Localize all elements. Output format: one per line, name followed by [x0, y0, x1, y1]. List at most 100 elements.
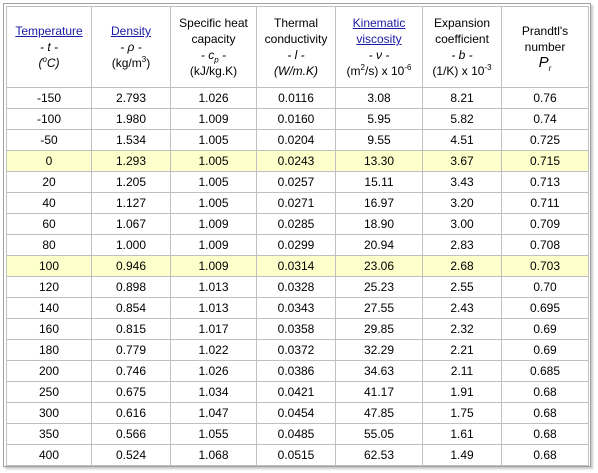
table-cell: 0.0358 — [256, 318, 336, 340]
unit-sup: 3 — [141, 55, 147, 64]
table-cell: 0.898 — [91, 276, 171, 298]
table-cell: 0 — [6, 150, 92, 172]
table-cell: 15.11 — [335, 171, 423, 193]
table-cell: 2.43 — [422, 297, 502, 319]
table-cell: 60 — [6, 213, 92, 235]
table-cell: 0.746 — [91, 360, 171, 382]
table-cell: 55.05 — [335, 423, 423, 445]
table-cell: 0.0160 — [256, 108, 336, 130]
header-link[interactable]: Temperature — [15, 24, 83, 38]
unit: /s) x 10 — [364, 64, 405, 78]
header-link[interactable]: Density — [110, 24, 151, 38]
table-row: 300 0.616 1.047 0.0454 47.85 1.75 0.68 — [6, 402, 589, 424]
table-row: 120 0.898 1.013 0.0328 25.23 2.55 0.70 — [6, 276, 589, 298]
unit: (m — [346, 64, 361, 78]
table-cell: 0.685 — [501, 360, 589, 382]
table-cell: 0.0372 — [256, 339, 336, 361]
table-cell: 0.0515 — [256, 444, 336, 466]
table-cell: 0.524 — [91, 444, 171, 466]
table-cell: 0.779 — [91, 339, 171, 361]
table-cell: 5.95 — [335, 108, 423, 130]
table-cell: 40 — [6, 192, 92, 214]
table-cell: 120 — [6, 276, 92, 298]
table-row: -150 2.793 1.026 0.0116 3.08 8.21 0.76 — [6, 87, 589, 109]
table-cell: 25.23 — [335, 276, 423, 298]
table-cell: 300 — [6, 402, 92, 424]
table-cell: 0.68 — [501, 444, 589, 466]
table-cell: 20 — [6, 171, 92, 193]
table-cell: 0.68 — [501, 381, 589, 403]
table-cell: 0.76 — [501, 87, 589, 109]
table-cell: 2.55 — [422, 276, 502, 298]
table-cell: 3.43 — [422, 171, 502, 193]
table-cell: 180 — [6, 339, 92, 361]
table-cell: 0.0299 — [256, 234, 336, 256]
header-text: Expansion — [433, 16, 491, 30]
table-cell: 0.0204 — [256, 129, 336, 151]
table-cell: 2.68 — [422, 255, 502, 277]
table-cell: 3.00 — [422, 213, 502, 235]
table-cell: 0.616 — [91, 402, 171, 424]
table-cell: 350 — [6, 423, 92, 445]
table-cell: 0.709 — [501, 213, 589, 235]
table-row: 80 1.000 1.009 0.0299 20.94 2.83 0.708 — [6, 234, 589, 256]
header-link[interactable]: viscosity — [356, 32, 402, 46]
table-row: 180 0.779 1.022 0.0372 32.29 2.21 0.69 — [6, 339, 589, 361]
table-cell: 0.0454 — [256, 402, 336, 424]
table-cell: 0.0271 — [256, 192, 336, 214]
table-cell: 1.034 — [170, 381, 257, 403]
table-cell: 27.55 — [335, 297, 423, 319]
table-row: 400 0.524 1.068 0.0515 62.53 1.49 0.68 — [6, 444, 589, 466]
unit-sup: -6 — [404, 63, 412, 72]
table-row: 350 0.566 1.055 0.0485 55.05 1.61 0.68 — [6, 423, 589, 445]
table-cell: 4.51 — [422, 129, 502, 151]
table-cell: 0.0285 — [256, 213, 336, 235]
table-cell: 1.293 — [91, 150, 171, 172]
table-row: 200 0.746 1.026 0.0386 34.63 2.11 0.685 — [6, 360, 589, 382]
table-cell: 0.0257 — [256, 171, 336, 193]
table-row: -50 1.534 1.005 0.0204 9.55 4.51 0.725 — [6, 129, 589, 151]
symbol-sub: r — [548, 64, 552, 73]
symbol: - t - — [40, 40, 58, 54]
symbol: - c — [200, 48, 215, 62]
table-cell: 0.0116 — [256, 87, 336, 109]
table-cell: 1.013 — [170, 297, 257, 319]
table-cell: 0.74 — [501, 108, 589, 130]
table-cell: 0.69 — [501, 318, 589, 340]
table-cell: -100 — [6, 108, 92, 130]
table-cell: 1.022 — [170, 339, 257, 361]
header-link[interactable]: Kinematic — [352, 16, 406, 30]
table-row: 250 0.675 1.034 0.0421 41.17 1.91 0.68 — [6, 381, 589, 403]
table-row: 160 0.815 1.017 0.0358 29.85 2.32 0.69 — [6, 318, 589, 340]
unit-sup: 2 — [360, 63, 365, 72]
table-cell: 0.68 — [501, 402, 589, 424]
table-cell: 0.711 — [501, 192, 589, 214]
table-cell: 16.97 — [335, 192, 423, 214]
table-cell: -50 — [6, 129, 92, 151]
table-cell: 140 — [6, 297, 92, 319]
header-cell: Temperature - t - (oC) — [6, 6, 92, 88]
table-cell: 0.0421 — [256, 381, 336, 403]
table-row: -100 1.980 1.009 0.0160 5.95 5.82 0.74 — [6, 108, 589, 130]
table-cell: 1.534 — [91, 129, 171, 151]
table-cell: 0.566 — [91, 423, 171, 445]
symbol: - b - — [451, 48, 473, 62]
table-cell: 20.94 — [335, 234, 423, 256]
unit: ) — [146, 56, 151, 70]
table-row: 40 1.127 1.005 0.0271 16.97 3.20 0.711 — [6, 192, 589, 214]
table-cell: 2.83 — [422, 234, 502, 256]
table-cell: 18.90 — [335, 213, 423, 235]
table-cell: 250 — [6, 381, 92, 403]
table-cell: 0.0485 — [256, 423, 336, 445]
table-cell: 1.026 — [170, 87, 257, 109]
table-cell: 1.005 — [170, 129, 257, 151]
unit: ( — [38, 56, 43, 70]
symbol: - ρ - — [120, 40, 142, 54]
table-cell: 41.17 — [335, 381, 423, 403]
table-cell: 23.06 — [335, 255, 423, 277]
table-cell: 0.0386 — [256, 360, 336, 382]
table-cell: 0.715 — [501, 150, 589, 172]
table-cell: 5.82 — [422, 108, 502, 130]
table-cell: 1.068 — [170, 444, 257, 466]
